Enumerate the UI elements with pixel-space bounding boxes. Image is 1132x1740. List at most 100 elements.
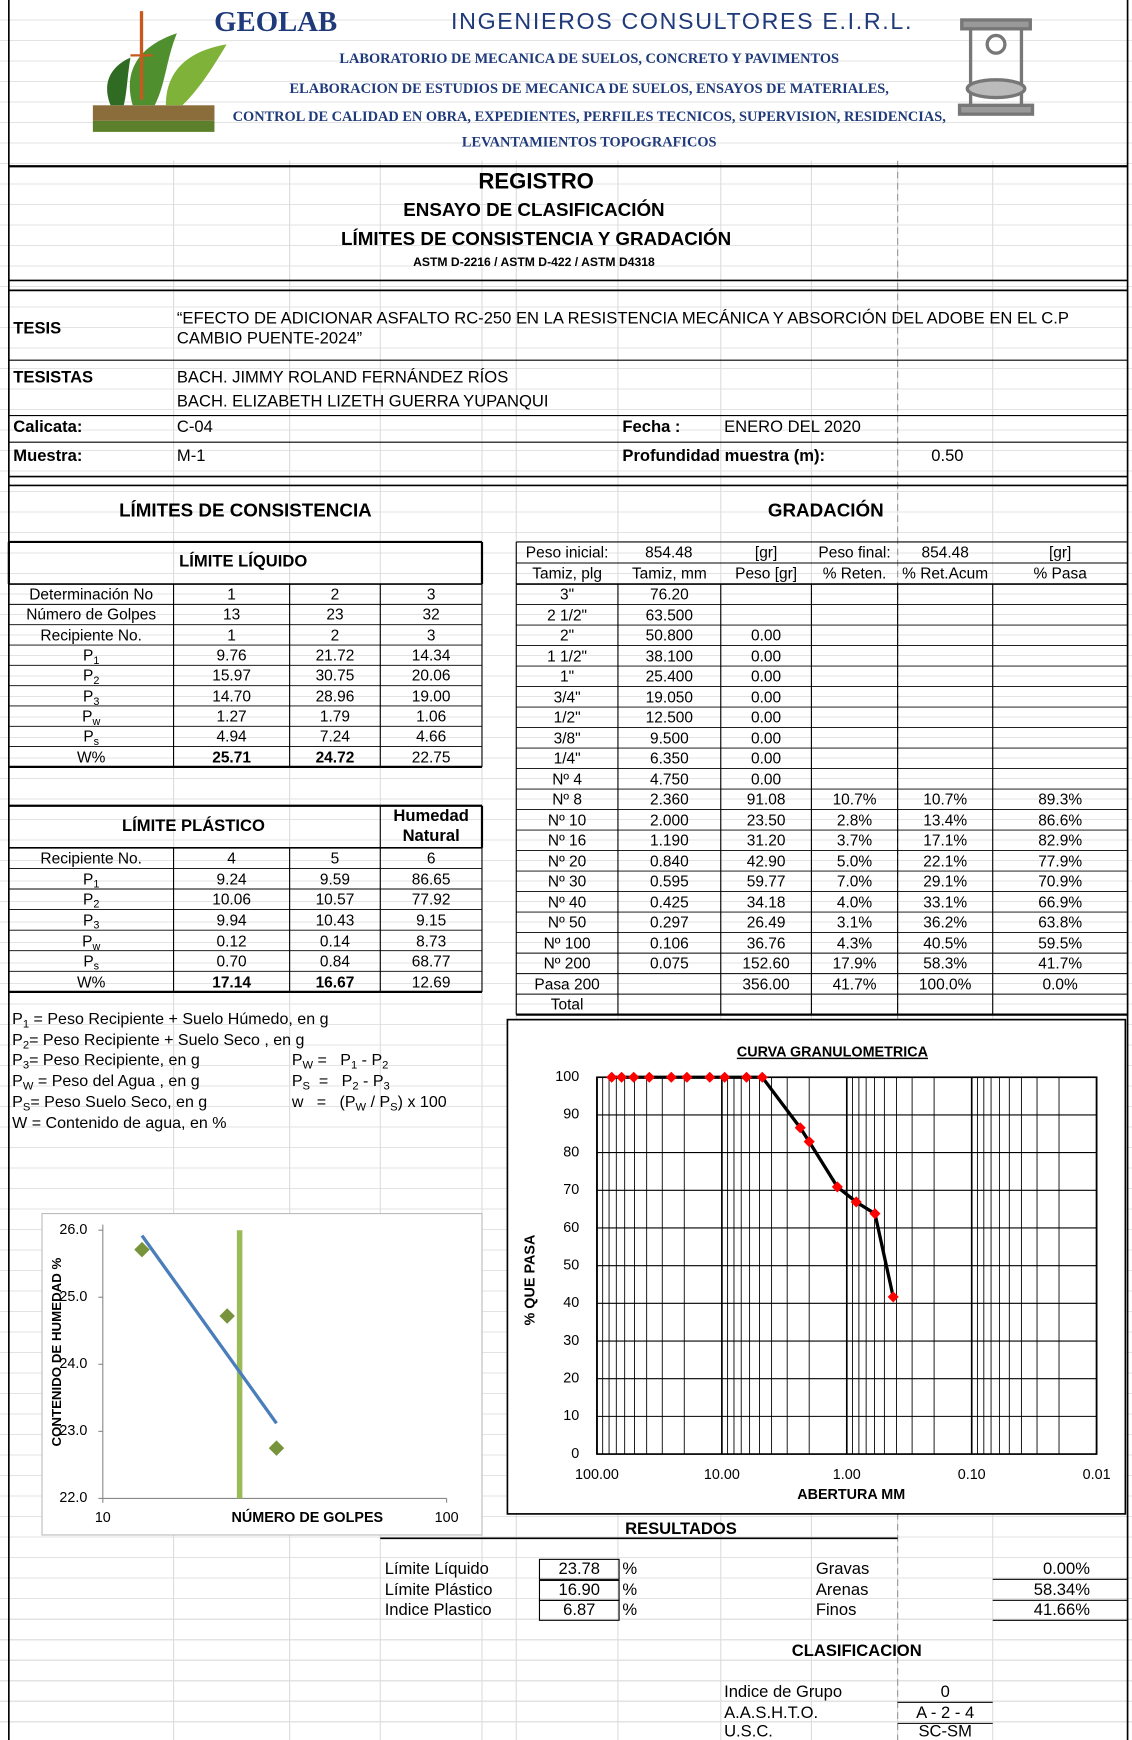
text: Nº 200 <box>543 954 591 973</box>
text: Tamiz, mm <box>631 564 707 582</box>
text: Determinación No <box>29 585 154 604</box>
text: Pw <box>9 932 174 953</box>
text: Nº 10 <box>547 810 587 829</box>
text: 1" <box>560 667 575 686</box>
text: Número de Golpes <box>26 605 157 624</box>
text-part: w <box>92 940 101 953</box>
text: 22.75 <box>411 747 451 766</box>
text: 21.72 <box>315 646 355 665</box>
text: [gr] <box>1048 543 1072 561</box>
x-tick-label: 10.00 <box>704 1467 740 1483</box>
text: Arenas <box>815 1580 869 1600</box>
text-part: P <box>12 1051 23 1069</box>
text: RESULTADOS <box>625 1519 737 1539</box>
chart-frame <box>506 1018 1127 1515</box>
text: ASTM D-2216 / ASTM D-422 / ASTM D4318 <box>413 256 655 270</box>
text: 1 <box>227 625 236 644</box>
text-part: s <box>93 736 100 749</box>
text: GEOLAB <box>214 5 338 38</box>
text-part: P <box>291 1072 303 1090</box>
text: 10.43 <box>315 910 355 929</box>
text: Límite Plástico <box>384 1580 493 1600</box>
text: 2.8% <box>836 810 873 829</box>
text: w = (PW / PS) x 100 <box>292 1093 447 1112</box>
x-tick-label: 100.00 <box>575 1467 619 1483</box>
text-part: P <box>83 869 94 888</box>
text: 9.76 <box>216 646 247 665</box>
text-part: w = (P <box>291 1093 356 1112</box>
text: 58.3% <box>923 954 968 973</box>
text: 8.73 <box>416 931 447 950</box>
text: 28.96 <box>315 686 355 705</box>
text: 854.48 <box>921 543 969 561</box>
text: PW = P1 - P2 <box>292 1051 389 1070</box>
text: 0.0% <box>1042 975 1078 993</box>
text: M-1 <box>176 446 206 466</box>
text: Recipiente No. <box>40 849 142 867</box>
text: 14.34 <box>411 646 451 665</box>
text: % Ret.Acum <box>902 564 989 582</box>
text-part: W <box>22 1080 34 1093</box>
x-tick-label: 1.00 <box>833 1467 861 1483</box>
text: 22.1% <box>923 851 968 870</box>
text: 23 <box>326 605 344 624</box>
text: 42.90 <box>746 851 786 870</box>
logo-left <box>92 11 227 132</box>
text: 33.1% <box>923 892 968 911</box>
text: % <box>622 1559 638 1579</box>
text: 3 <box>426 585 436 604</box>
text: 1.06 <box>416 707 447 725</box>
y-tick-label: 30 <box>563 1333 579 1349</box>
text: 0.00 <box>751 728 782 747</box>
text: 20.06 <box>411 666 451 685</box>
text: BACH. ELIZABETH LIZETH GUERRA YUPANQUI <box>176 392 549 412</box>
text: 6.350 <box>649 749 689 768</box>
text-part: P <box>83 646 94 665</box>
text: ENERO DEL 2020 <box>724 417 861 437</box>
text: 10.57 <box>315 890 355 909</box>
text: SC-SM <box>918 1722 972 1740</box>
data-point <box>219 1308 235 1324</box>
text: Calicata: <box>13 417 83 437</box>
text: 19.050 <box>645 687 694 706</box>
value-box <box>538 1599 620 1621</box>
text-part: S <box>302 1080 311 1093</box>
text: 16.67 <box>315 972 355 991</box>
text: % Pasa <box>1033 564 1087 582</box>
text: A.A.S.H.T.O. <box>724 1703 819 1723</box>
text: 1.190 <box>649 831 689 850</box>
text: 2.000 <box>649 810 689 829</box>
text: 1 1/2" <box>547 646 588 665</box>
text: Peso inicial: <box>525 543 609 561</box>
text: 6.87 <box>563 1600 596 1620</box>
text: 23.50 <box>746 810 786 829</box>
y-axis-title: CONTENIDO DE HUMEDAD % <box>49 1257 64 1446</box>
text: C-04 <box>176 417 213 437</box>
text-part: = P <box>313 1051 351 1069</box>
text: Nº 30 <box>547 872 587 891</box>
text: 0.12 <box>216 931 247 950</box>
text-part: 2 <box>382 1058 389 1072</box>
text: Humedad Natural <box>393 806 469 846</box>
text: 50.800 <box>645 626 694 645</box>
text-part: 1 <box>93 878 100 891</box>
text-part: P <box>83 727 94 746</box>
text: 10.7% <box>923 790 968 809</box>
text: 5.0% <box>836 851 873 870</box>
text: 1.27 <box>216 707 247 725</box>
text: 86.6% <box>1038 810 1083 829</box>
plot-border <box>596 1076 1098 1455</box>
text: Profundidad muestra (m): <box>622 446 826 466</box>
text: Indice de Grupo <box>724 1682 843 1702</box>
text: 0.00 <box>751 708 782 727</box>
text: 25.400 <box>645 667 694 686</box>
text: 68.77 <box>411 952 451 970</box>
text: 29.1% <box>923 872 968 891</box>
text: Ps <box>9 727 174 749</box>
text: 4.3% <box>836 934 873 952</box>
text: “EFECTO DE ADICIONAR ASFALTO RC-250 EN L… <box>176 309 1069 348</box>
text: 30.75 <box>315 666 355 685</box>
text: 2 <box>330 625 340 644</box>
text: 100.0% <box>918 975 972 993</box>
text: W% <box>77 972 106 991</box>
